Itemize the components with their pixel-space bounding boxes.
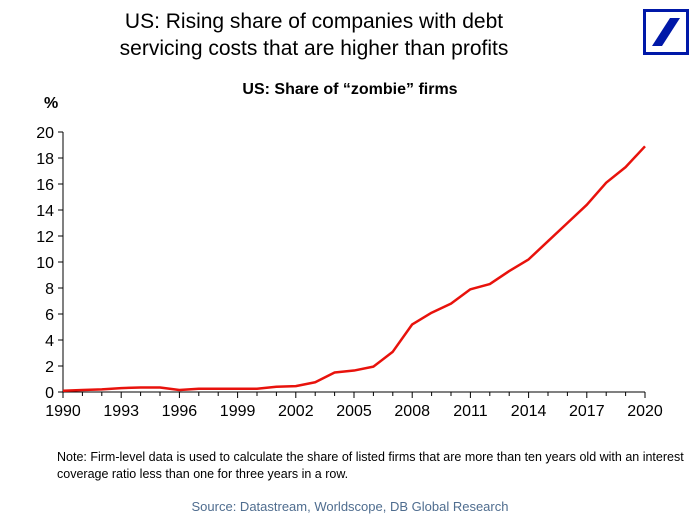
chart-axes: 0 2 4 6 8 10 12 14 16 18 20 1990 1993 1996 1999 2002 200… — [36, 125, 663, 420]
chart-source: Source: Datastream, Worldscope, DB Globa… — [191, 499, 509, 514]
y-tick-label: 20 — [36, 125, 54, 142]
x-tick-label: 1990 — [45, 403, 81, 420]
x-tick-label: 1999 — [220, 403, 256, 420]
y-tick-label: 10 — [36, 255, 54, 272]
y-tick-label: 16 — [36, 177, 54, 194]
chart-title: US: Share of “zombie” firms — [242, 81, 458, 98]
x-tick-label: 2008 — [394, 403, 430, 420]
y-tick-label: 6 — [45, 307, 54, 324]
y-tick-label: 18 — [36, 151, 54, 168]
x-tick-label: 1996 — [162, 403, 198, 420]
deutsche-bank-logo-icon — [643, 9, 689, 55]
chart-marks — [62, 145, 646, 392]
y-tick-label: 14 — [36, 203, 54, 220]
x-tick-label: 2005 — [336, 403, 372, 420]
y-tick-label: 4 — [45, 333, 54, 350]
x-tick-label: 2002 — [278, 403, 314, 420]
y-tick-label: 2 — [45, 359, 54, 376]
x-tick-label: 2017 — [569, 403, 605, 420]
x-tick-label: 1993 — [103, 403, 139, 420]
x-tick-label: 2014 — [511, 403, 547, 420]
y-tick-label: 0 — [45, 385, 54, 402]
x-tick-label: 2011 — [453, 403, 488, 420]
headline: US: Rising share of companies with debt … — [0, 8, 628, 62]
series-line — [62, 145, 646, 392]
chart-note: Note: Firm-level data is used to calcula… — [57, 450, 684, 481]
y-axis-unit-label: % — [44, 95, 59, 112]
y-tick-label: 12 — [36, 229, 54, 246]
y-tick-label: 8 — [45, 281, 54, 298]
headline-line-1: US: Rising share of companies with debt — [124, 10, 504, 33]
headline-line-2: servicing costs that are higher than pro… — [119, 37, 509, 60]
x-tick-label: 2020 — [627, 403, 663, 420]
